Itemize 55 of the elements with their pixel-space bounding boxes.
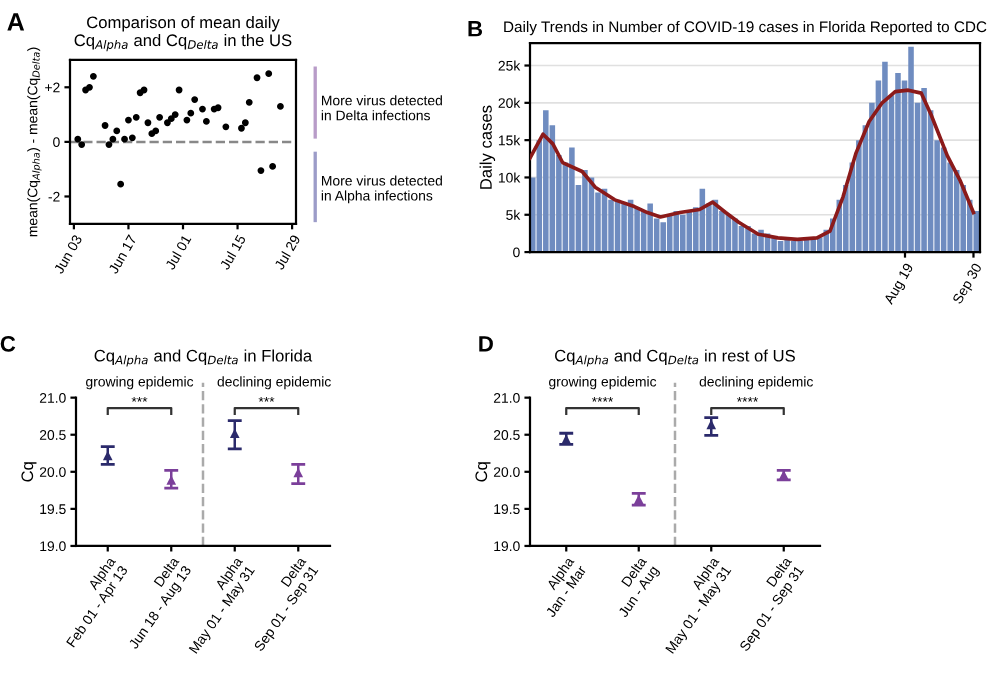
bar (921, 87, 927, 253)
y-axis-title: Daily cases (479, 105, 496, 189)
line-series (530, 88, 976, 242)
point (156, 113, 164, 121)
point (222, 123, 230, 131)
point (257, 167, 265, 174)
point (265, 70, 273, 78)
point (113, 127, 121, 135)
point (202, 118, 210, 125)
point (109, 135, 117, 143)
point (253, 74, 261, 82)
point (74, 135, 82, 143)
point (187, 109, 195, 117)
bar (673, 211, 680, 253)
point (269, 163, 277, 170)
point (105, 141, 113, 149)
y-axis-title: Cq (475, 462, 491, 482)
point (89, 72, 97, 80)
text: A (7, 13, 25, 31)
bar (680, 214, 686, 253)
bar (647, 203, 653, 253)
point (144, 119, 152, 127)
chart-title: Comparison of mean daily Cq$_{Alpha}$ and Cq$_{Delta}$ in the US (74, 15, 292, 52)
bar (569, 147, 575, 253)
point (128, 134, 136, 142)
point (125, 116, 132, 124)
point (132, 113, 140, 121)
bar (543, 110, 549, 253)
chart-title: Cq$_{Alpha}$ and Cq$_{Delta}$ in Florida (94, 349, 313, 367)
point (78, 141, 86, 149)
text: D (479, 336, 493, 352)
bar (895, 72, 901, 253)
chart-title: Cq$_{Alpha}$ and Cq$_{Delta}$ in rest of US (555, 349, 795, 367)
point (277, 102, 284, 110)
text: C (0, 335, 16, 352)
point (199, 105, 206, 113)
bar (621, 203, 627, 253)
bar (660, 222, 666, 253)
point (191, 96, 199, 103)
text: B (468, 21, 483, 37)
bar (908, 46, 914, 253)
bar (634, 207, 640, 253)
point (101, 122, 109, 129)
point (164, 119, 171, 127)
point (245, 98, 253, 106)
bar (882, 61, 888, 253)
point (171, 111, 179, 118)
bar (582, 169, 588, 253)
bar (797, 240, 803, 253)
bar (666, 214, 673, 253)
y-axis-title: Cq (21, 462, 37, 482)
point (117, 180, 125, 188)
point (241, 119, 249, 127)
point (238, 124, 245, 132)
point (121, 135, 128, 143)
